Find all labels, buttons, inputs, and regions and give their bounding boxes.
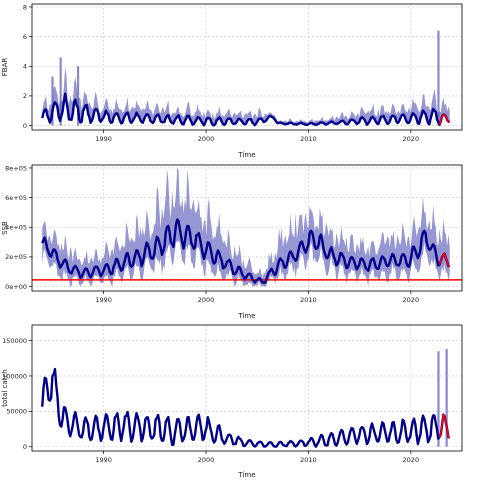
y-tick-label: 0 [23, 443, 27, 451]
x-tick-label: 2020 [403, 456, 420, 464]
x-tick-label: 2020 [403, 296, 420, 304]
highlight-line [438, 113, 450, 126]
y-tick-label: 100000 [2, 372, 27, 380]
y-tick-label: 0e+00 [5, 283, 27, 291]
y-axis-label: SSB [1, 221, 9, 235]
y-tick-label: 6 [23, 33, 27, 41]
x-axis-label: Time [237, 151, 255, 159]
highlight-line [438, 252, 451, 268]
x-tick-label: 1990 [95, 456, 112, 464]
x-tick-label: 2020 [403, 135, 420, 143]
y-tick-label: 4 [23, 63, 27, 71]
panel-3: 1990 2000 2010 2020 0 50000 100000 150000 Time to… [1, 324, 463, 479]
x-axis-label: Time [237, 471, 255, 479]
series-line [41, 367, 451, 448]
plot-frame [31, 324, 463, 452]
y-tick-label: 2e+05 [5, 253, 27, 261]
x-tick-label: 2010 [300, 456, 317, 464]
y-tick-label: 6e+05 [5, 194, 27, 202]
x-tick-label: 2010 [300, 135, 317, 143]
y-tick-label: 50000 [6, 408, 27, 416]
y-tick-label: 8e+05 [5, 164, 27, 172]
plot-frame [31, 164, 463, 292]
y-tick-label: 2 [23, 92, 27, 100]
plot-frame [31, 3, 463, 131]
x-axis-label: Time [237, 312, 255, 320]
highlight-line [438, 412, 450, 439]
panel-2: 1990 2000 2010 2020 0e+00 2e+05 4e+05 6e+05 8e+0… [1, 164, 463, 320]
x-tick-label: 2000 [198, 135, 215, 143]
uncertainty-band [42, 67, 450, 126]
x-tick-label: 2010 [300, 296, 317, 304]
x-tick-label: 1990 [95, 296, 112, 304]
y-tick-label: 8 [23, 3, 27, 11]
panel-1: 1990 2000 2010 2020 0 2 4 6 8 Time FBAR [1, 3, 463, 159]
x-tick-label: 1990 [95, 135, 112, 143]
x-tick-label: 2000 [198, 296, 215, 304]
series-line [41, 218, 451, 284]
y-tick-label: 150000 [2, 337, 27, 345]
y-tick-label: 0 [23, 122, 27, 130]
y-axis-label: FBAR [1, 58, 9, 77]
y-tick-label: 4e+05 [5, 224, 27, 232]
series-line [41, 92, 451, 127]
y-axis-label: total catch [1, 369, 9, 406]
x-tick-label: 2000 [198, 456, 215, 464]
